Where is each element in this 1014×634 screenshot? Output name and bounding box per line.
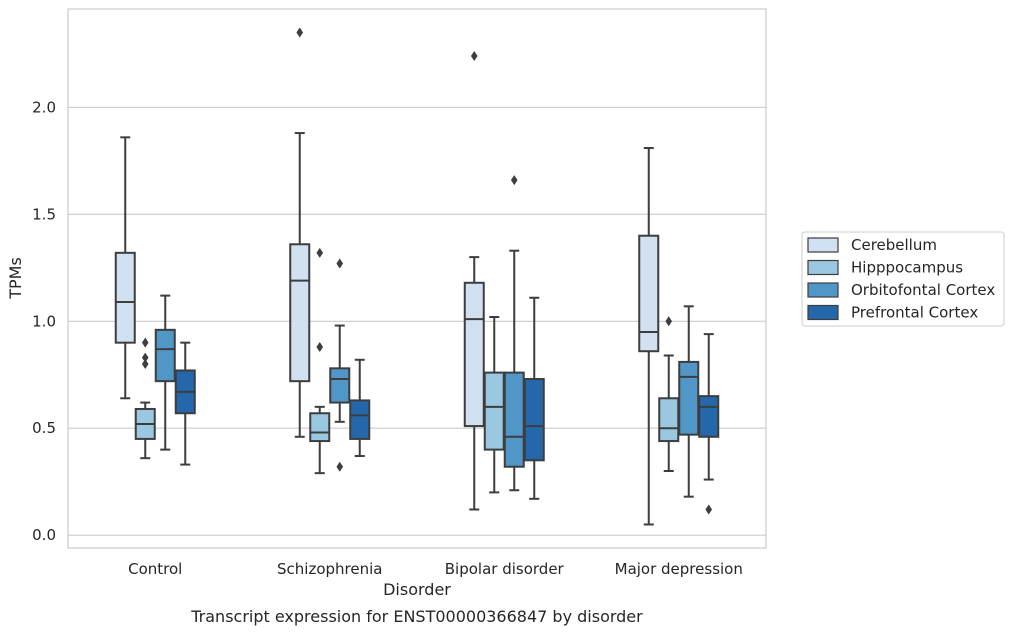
outlier-point [141, 337, 149, 348]
x-tick-label: Schizophrenia [277, 560, 382, 578]
x-tick-label: Major depression [615, 560, 743, 578]
box-iqr [154, 328, 176, 383]
x-tick-labels: Control Schizophrenia Bipolar disorder Majo… [128, 560, 743, 578]
legend-swatch [807, 282, 839, 298]
box-prefrontal-cortex-control [174, 341, 196, 466]
box-hipppocampus-schizophrenia [309, 247, 331, 475]
outlier-point [705, 504, 713, 515]
legend-label: Prefrontal Cortex [851, 304, 978, 322]
y-tick-label: 1.0 [32, 312, 56, 330]
box-iqr [678, 360, 700, 436]
x-tick-label: Control [128, 560, 182, 578]
y-tick-label: 1.5 [32, 205, 56, 223]
box-cerebellum-control [114, 136, 136, 400]
legend-frame [801, 231, 1005, 327]
box-iqr [483, 371, 505, 451]
box-iqr [698, 395, 720, 438]
x-axis-label: Disorder [383, 580, 451, 599]
y-axis-label: TPMs [6, 257, 25, 300]
plot-frame [67, 8, 767, 549]
outlier-point [141, 352, 149, 363]
y-tick-label: 2.0 [32, 98, 56, 116]
box-orbitofontal-cortex-schizophrenia [329, 258, 351, 472]
legend-swatch [807, 259, 839, 276]
box-iqr [329, 367, 351, 404]
box-prefrontal-cortex-major-depression [698, 333, 720, 515]
outlier-point [336, 258, 344, 269]
y-tick-label: 0.0 [32, 526, 56, 544]
box-hipppocampus-bipolar-disorder [483, 316, 505, 494]
box-iqr [309, 412, 331, 443]
box-cerebellum-bipolar-disorder [463, 51, 485, 511]
box-iqr [289, 243, 311, 383]
box-prefrontal-cortex-schizophrenia [349, 358, 371, 458]
legend-swatch [807, 304, 839, 321]
outlier-point [296, 27, 304, 38]
box-orbitofontal-cortex-major-depression [678, 305, 700, 498]
box-hipppocampus-control [134, 337, 156, 460]
outlier-point [316, 247, 324, 258]
chart-caption: Transcript expression for ENST0000036684… [190, 607, 643, 626]
box-iqr [658, 397, 680, 443]
box-iqr [503, 371, 525, 468]
box-orbitofontal-cortex-bipolar-disorder [503, 175, 525, 492]
x-tick-label: Bipolar disorder [445, 560, 565, 578]
outlier-point [470, 51, 478, 62]
legend-swatch [807, 237, 839, 253]
legend-label: Cerebellum [851, 236, 937, 254]
box-iqr [349, 399, 371, 440]
y-tick-label: 0.5 [32, 419, 56, 437]
outlier-point [141, 359, 149, 370]
box-iqr [523, 378, 545, 462]
legend-label: Hipppocampus [851, 259, 963, 277]
gridlines [68, 106, 766, 536]
legend: Cerebellum Hipppocampus Orbitofontal Corte… [801, 231, 1005, 327]
box-groups [114, 27, 720, 526]
box-iqr [114, 251, 136, 344]
outlier-point [665, 316, 673, 327]
box-prefrontal-cortex-bipolar-disorder [523, 296, 545, 500]
outlier-point [510, 175, 518, 186]
box-orbitofontal-cortex-control [154, 294, 176, 451]
box-cerebellum-schizophrenia [289, 27, 311, 438]
outlier-point [316, 341, 324, 352]
outlier-point [336, 461, 344, 472]
box-iqr [463, 281, 485, 428]
box-iqr [638, 234, 660, 353]
box-hipppocampus-major-depression [658, 316, 680, 472]
box-cerebellum-major-depression [638, 147, 660, 526]
legend-label: Orbitofontal Cortex [851, 281, 995, 299]
y-tick-labels: 0.0 0.5 1.0 1.5 2.0 [32, 98, 56, 544]
